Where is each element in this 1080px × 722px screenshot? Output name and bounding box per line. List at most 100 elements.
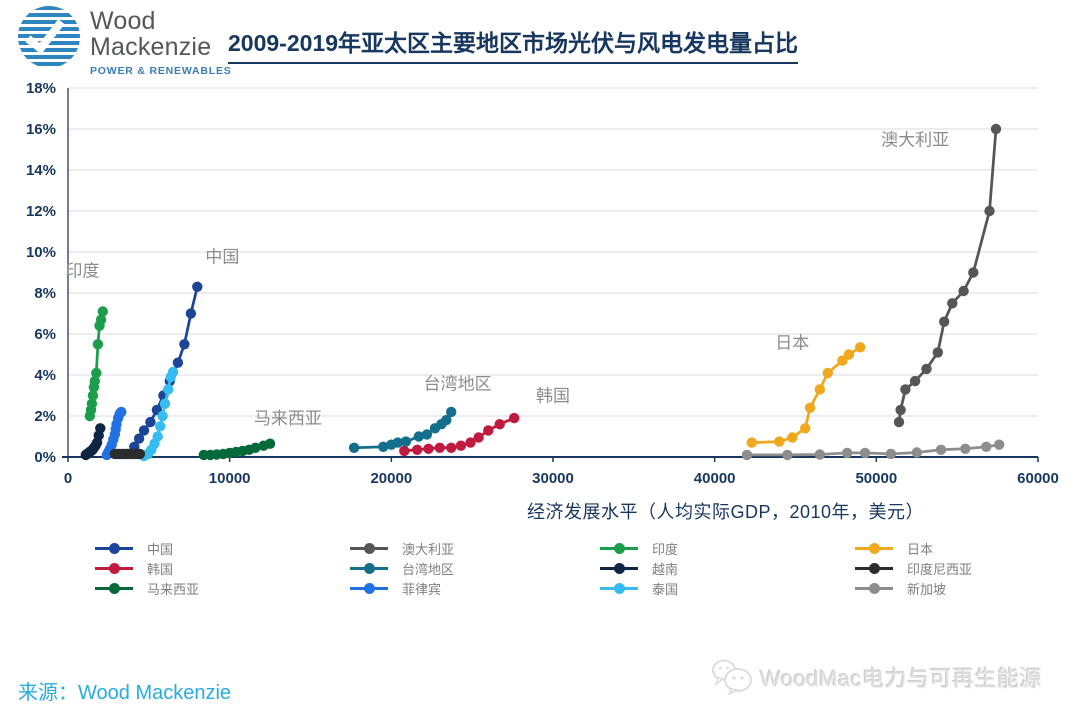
series-point-australia-6 [939, 316, 950, 327]
y-tick-label-10: 10% [26, 244, 56, 261]
legend-marker-philippines [350, 582, 388, 594]
series-point-india-3 [87, 390, 99, 401]
brand-header: Wood Mackenzie POWER & RENEWABLES [18, 6, 232, 77]
series-point-china-10 [192, 281, 203, 292]
series-point-taiwan-5 [413, 431, 424, 442]
legend-marker-australia [350, 542, 388, 554]
y-tick-label-8: 8% [34, 285, 56, 302]
legend-column-1: 中国韩国 马来西亚 [95, 538, 199, 598]
scatter-line-chart: 0% 2% 4% 6% 8% 10% 12% 14% 16% 18% 0 10000 20000 3000… [26, 80, 1059, 487]
series-point-taiwan-6 [421, 429, 433, 440]
series-point-singapore-4 [859, 447, 871, 459]
series-point-korea-5 [455, 440, 467, 451]
series-point-australia-10 [984, 205, 995, 217]
legend-item-thailand: 泰国 [600, 578, 678, 598]
series-point-malaysia-8 [250, 442, 261, 453]
series-label-china: 中国 [205, 247, 239, 266]
y-tick-label-2: 2% [34, 408, 56, 425]
legend-item-taiwan: 台湾地区 [350, 558, 454, 578]
series-point-japan-9 [855, 342, 866, 353]
series-point-japan-3 [800, 423, 811, 434]
legend-item-australia: 澳大利亚 [350, 538, 454, 558]
legend-marker-korea [95, 562, 133, 574]
series-point-korea-1 [412, 444, 423, 455]
series-label-india: 印度 [66, 262, 100, 281]
series-point-malaysia-10 [264, 438, 276, 449]
series-point-indonesia-10 [134, 448, 146, 460]
legend-label-korea: 韩国 [147, 561, 174, 577]
series-point-india-5 [89, 375, 101, 387]
series-point-thailand-8 [163, 384, 174, 395]
brand-word-1: Wood [90, 7, 156, 35]
chart-area: 0% 2% 4% 6% 8% 10% 12% 14% 16% 18% 0 10000 20000 3000… [0, 75, 1080, 535]
legend-marker-japan [855, 542, 893, 554]
series-point-korea-10 [509, 412, 520, 424]
series-point-australia-1 [895, 404, 906, 416]
legend-column-4: 日本 印度尼西亚 新加坡 [855, 538, 972, 598]
series-point-korea-6 [465, 437, 476, 448]
series-point-india-7 [92, 339, 104, 350]
wechat-icon [711, 659, 752, 696]
legend-column-3: 印度 越南 泰国 [600, 538, 678, 598]
series-point-korea-8 [483, 425, 494, 436]
y-tick-label-6: 6% [34, 326, 56, 343]
series-point-japan-2 [787, 432, 798, 443]
series-point-singapore-7 [935, 444, 947, 455]
legend-marker-indonesia [855, 562, 893, 574]
series-point-korea-2 [423, 443, 434, 454]
x-axis-title: 经济发展水平（人均实际GDP，2010年，美元） [527, 502, 925, 522]
legend-label-india: 印度 [652, 541, 679, 557]
series-point-japan-7 [837, 355, 848, 366]
series-point-china-9 [185, 308, 197, 319]
series-point-china-1 [133, 433, 145, 444]
series-label-taiwan: 台湾地区 [424, 374, 492, 393]
series-point-singapore-6 [911, 447, 922, 458]
chart-legend: 中国韩国 马来西亚 澳大利亚 台湾地区 菲律宾 印度越南泰国 日本 印度尼西亚 新加坡 [0, 538, 1080, 604]
series-point-china-7 [172, 357, 184, 368]
series-point-korea-7 [473, 432, 484, 443]
legend-item-vietnam: 越南 [600, 558, 678, 578]
y-tick-label-12: 12% [26, 203, 56, 220]
series-point-australia-8 [958, 285, 969, 297]
page-title: 2009-2019年亚太区主要地区市场光伏与风电发电量占比 [228, 24, 798, 64]
series-point-australia-2 [900, 384, 911, 395]
series-point-singapore-5 [885, 448, 897, 460]
legend-item-philippines: 菲律宾 [350, 578, 454, 598]
series-point-australia-4 [921, 363, 932, 375]
series-point-taiwan-1 [378, 441, 389, 452]
series-point-singapore-0 [741, 449, 753, 461]
legend-marker-taiwan [350, 562, 388, 574]
series-point-china-2 [138, 425, 150, 436]
legend-marker-thailand [600, 582, 638, 594]
series-point-singapore-10 [994, 439, 1005, 450]
x-tick-label-60000: 60000 [1017, 470, 1059, 487]
legend-item-china: 中国 [95, 538, 199, 558]
series-point-taiwan-3 [392, 437, 403, 448]
series-label-malaysia: 马来西亚 [254, 409, 322, 428]
y-tick-label-14: 14% [26, 162, 56, 179]
series-label-japan: 日本 [775, 333, 809, 352]
series-point-singapore-9 [981, 441, 992, 452]
series-point-korea-4 [446, 442, 457, 453]
series-point-australia-3 [909, 375, 921, 387]
legend-label-vietnam: 越南 [652, 561, 679, 577]
legend-item-malaysia: 马来西亚 [95, 578, 199, 598]
legend-marker-india [600, 542, 638, 554]
watermark-text: WoodMac电力与可再生能源 [759, 666, 1042, 691]
legend-label-thailand: 泰国 [652, 581, 679, 597]
series-point-thailand-7 [159, 398, 171, 409]
series-point-japan-4 [804, 402, 816, 413]
legend-item-singapore: 新加坡 [855, 578, 972, 598]
brand-word-2: Mackenzie [90, 33, 212, 61]
y-tick-label-18: 18% [26, 80, 56, 97]
legend-item-japan: 日本 [855, 538, 972, 558]
series-point-thailand-10 [167, 366, 179, 378]
legend-item-india: 印度 [600, 538, 678, 558]
series-point-singapore-8 [960, 443, 971, 454]
legend-marker-china [95, 542, 133, 554]
series-point-korea-9 [494, 419, 505, 430]
series-point-india-2 [86, 398, 98, 409]
x-tick-label-20000: 20000 [370, 470, 412, 487]
woodmac-logo-icon [18, 6, 80, 68]
series-point-china-8 [179, 339, 190, 350]
